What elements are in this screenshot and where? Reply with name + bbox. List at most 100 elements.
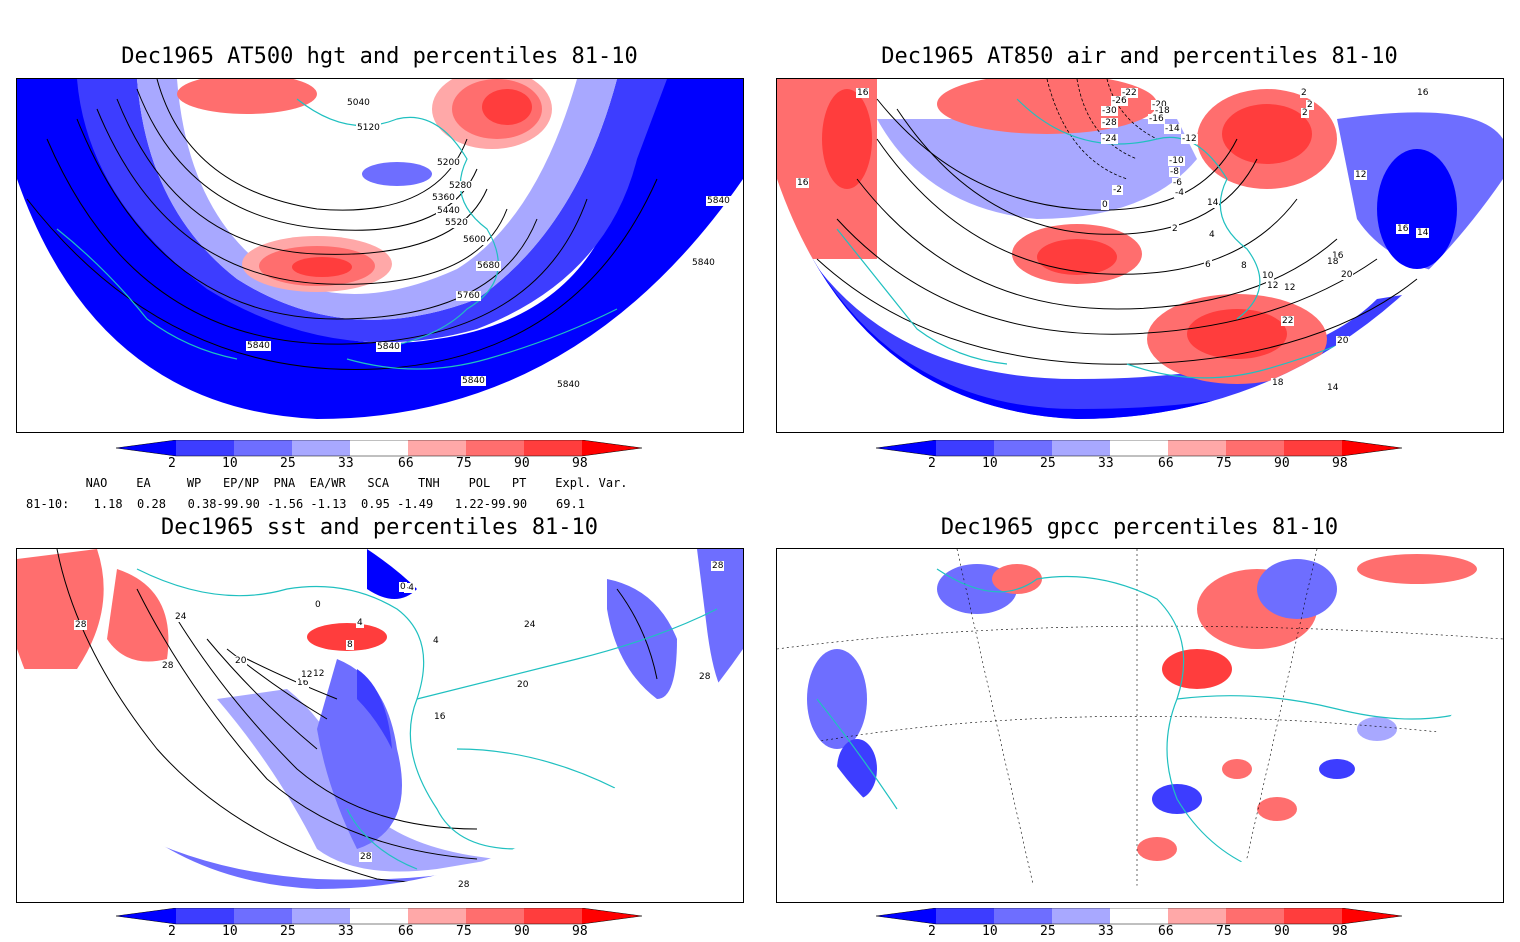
colorbar-tick: 10 <box>222 456 238 471</box>
contour-label: 28 <box>161 661 175 671</box>
contour-label: 12 <box>1354 170 1368 180</box>
contour-label: 5440 <box>436 206 461 216</box>
contour-label: 8 <box>346 640 354 650</box>
contour-label: 5120 <box>356 123 381 133</box>
contour-label: -4 <box>404 583 415 593</box>
contour-label: 5680 <box>476 261 501 271</box>
contour-label: 5280 <box>448 181 473 191</box>
colorbar-tick: 90 <box>1274 456 1290 471</box>
contour-label: 28 <box>698 672 712 682</box>
contour-label: 10 <box>1261 271 1275 281</box>
colorbar-tick: 10 <box>982 456 998 471</box>
colorbar-bottom-left <box>115 907 646 938</box>
contour-label: 16 <box>856 88 870 98</box>
colorbar-tick: 75 <box>1216 456 1232 471</box>
colorbar-tick: 90 <box>514 924 530 939</box>
map-panel-hgt <box>16 78 744 433</box>
indices-header: NAO EA WP EP/NP PNA EA/WR SCA TNH POL PT… <box>64 476 628 490</box>
colorbar-tick: 2 <box>928 456 936 471</box>
map-panel-sst <box>16 548 744 903</box>
colorbar-tick: 33 <box>338 924 354 939</box>
colorbar-tick: 66 <box>1158 924 1174 939</box>
contour-label: 0 <box>314 600 322 610</box>
colorbar-tick: 25 <box>1040 924 1056 939</box>
contour-label: 16 <box>433 712 447 722</box>
contour-label: 4 <box>356 618 364 628</box>
colorbar-tick: 25 <box>1040 456 1056 471</box>
contour-label: -8 <box>1169 167 1180 177</box>
contour-label: 20 <box>1336 336 1350 346</box>
contour-label: 16 <box>296 678 310 688</box>
contour-label: 5200 <box>436 158 461 168</box>
contour-label: -10 <box>1168 156 1185 166</box>
contour-label: 18 <box>1271 378 1285 388</box>
colorbar-tick: 66 <box>398 456 414 471</box>
colorbar-bottom-right <box>875 907 1406 938</box>
colorbar-tick: 2 <box>928 924 936 939</box>
contour-label: 5840 <box>691 258 716 268</box>
colorbar-tick: 10 <box>222 924 238 939</box>
colorbar-tick: 98 <box>572 456 588 471</box>
panel-title-gpcc: Dec1965 gpcc percentiles 81-10 <box>940 515 1339 540</box>
colorbar-tick: 98 <box>1332 456 1348 471</box>
contour-label: 16 <box>1331 251 1345 261</box>
indices-row-label: 81-10: <box>26 497 70 511</box>
contour-label: 5520 <box>444 218 469 228</box>
contour-label: 18 <box>1326 257 1340 267</box>
colorbar-top-right <box>875 439 1406 470</box>
colorbar-tick: 2 <box>168 924 176 939</box>
contour-label: 2 <box>1300 88 1308 98</box>
contour-label: 0 <box>1101 200 1109 210</box>
contour-label: 5840 <box>706 196 731 206</box>
contour-label: 2 <box>1171 224 1179 234</box>
sst-map-graphic <box>17 549 743 889</box>
colorbar-tick: 25 <box>280 456 296 471</box>
colorbar-tick: 33 <box>1098 456 1114 471</box>
colorbar-graphic <box>115 439 643 457</box>
contour-label: -2 <box>1112 185 1123 195</box>
contour-label: 4 <box>432 636 440 646</box>
contour-label: 5840 <box>556 380 581 390</box>
contour-label: 24 <box>174 612 188 622</box>
contour-label: 4 <box>1208 230 1216 240</box>
colorbar-tick: 25 <box>280 924 296 939</box>
contour-label: 16 <box>1396 224 1410 234</box>
colorbar-tick: 75 <box>456 924 472 939</box>
contour-label: -18 <box>1154 106 1171 116</box>
contour-label: 14 <box>1326 383 1340 393</box>
colorbar-tick: 66 <box>1158 456 1174 471</box>
contour-label: 14 <box>1206 198 1220 208</box>
colorbar-tick: 2 <box>168 456 176 471</box>
contour-label: 5760 <box>456 291 481 301</box>
colorbar-tick: 98 <box>572 924 588 939</box>
contour-label: -30 <box>1101 106 1118 116</box>
colorbar-tick: 90 <box>514 456 530 471</box>
contour-label: 8 <box>1240 261 1248 271</box>
contour-label: 16 <box>1416 88 1430 98</box>
contour-label: -24 <box>1101 134 1118 144</box>
contour-label: 20 <box>516 680 530 690</box>
colorbar-graphic <box>875 439 1403 457</box>
air-map-graphic <box>777 79 1503 419</box>
contour-label: 2 <box>1301 108 1309 118</box>
contour-label: 5600 <box>462 235 487 245</box>
panel-title-sst: Dec1965 sst and percentiles 81-10 <box>160 515 599 540</box>
colorbar-tick: 10 <box>982 924 998 939</box>
contour-label: 5040 <box>346 98 371 108</box>
contour-label: -6 <box>1172 178 1183 188</box>
colorbar-tick: 90 <box>1274 924 1290 939</box>
contour-label: 6 <box>1204 260 1212 270</box>
contour-label: 12 <box>1266 281 1280 291</box>
colorbar-tick: 66 <box>398 924 414 939</box>
contour-label: -22 <box>1121 88 1138 98</box>
contour-label: 12 <box>1283 283 1297 293</box>
contour-label: 5840 <box>461 376 486 386</box>
contour-label: -12 <box>1181 134 1198 144</box>
hgt-map-graphic <box>17 79 743 419</box>
contour-label: 14 <box>1416 228 1430 238</box>
contour-label: -14 <box>1164 124 1181 134</box>
contour-label: -4 <box>1174 188 1185 198</box>
contour-label: 12 <box>300 670 314 680</box>
contour-label: 28 <box>359 852 373 862</box>
colorbar-tick: 75 <box>1216 924 1232 939</box>
